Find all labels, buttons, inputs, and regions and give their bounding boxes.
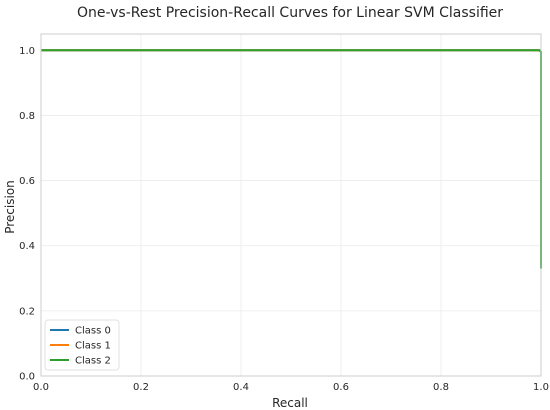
y-tick-label: 0.8 [19,111,35,122]
legend-box [44,319,120,371]
plot-background [41,34,541,376]
legend-label: Class 1 [75,341,111,352]
y-tick-label: 0.4 [19,241,35,252]
x-tick-label: 0.2 [133,382,149,393]
y-tick-label: 1.0 [19,46,35,57]
legend-label: Class 0 [75,326,111,337]
x-tick-label: 0.8 [433,382,449,393]
plot-frame [40,33,542,377]
y-tick-label: 0.6 [19,176,35,187]
x-tick-label: 0.6 [333,382,349,393]
x-tick-label: 1.0 [533,382,549,393]
plot-area: 0.0 0.2 0.4 0.6 0.8 1.0 0.0 0.2 0.4 0.6 0.8 1.0 Clas… [19,33,549,393]
y-tick-label: 0.2 [19,306,35,317]
x-tick-label: 0.4 [233,382,249,393]
x-axis-label: Recall [272,396,308,410]
legend-label: Class 2 [75,356,111,367]
y-tick-label: 0.0 [19,372,35,383]
y-axis-label: Precision [3,180,17,234]
x-tick-label: 0.0 [33,382,49,393]
chart-title: One-vs-Rest Precision-Recall Curves for … [77,5,503,21]
